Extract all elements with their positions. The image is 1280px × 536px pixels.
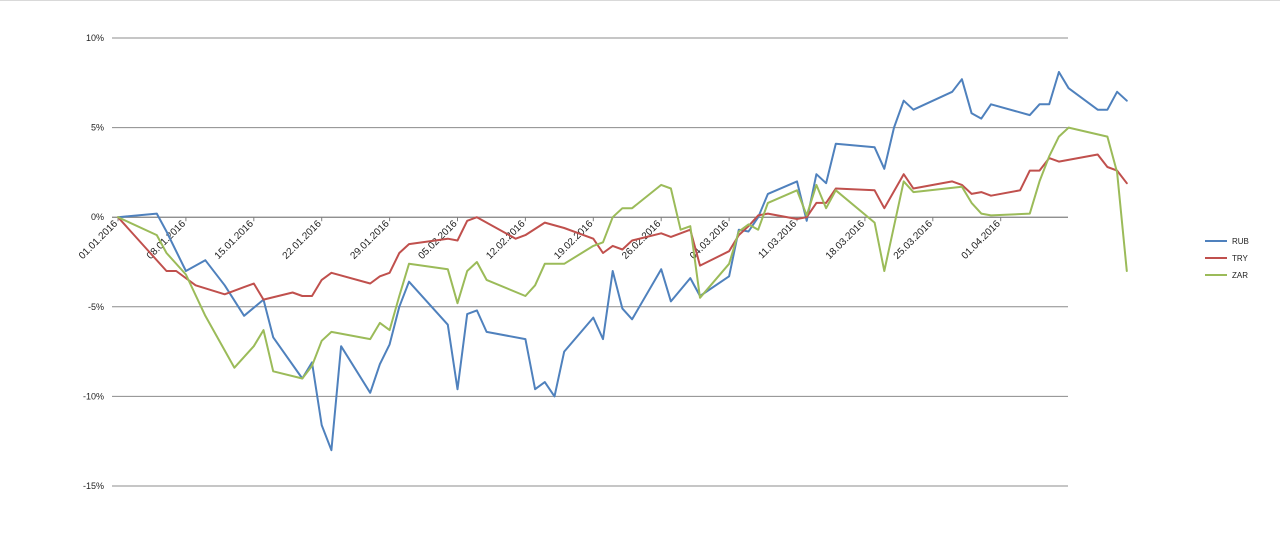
series-lines: [117, 71, 1128, 452]
y-tick-label: -5%: [88, 302, 104, 312]
legend-label-try: TRY: [1232, 254, 1249, 263]
x-tick-label: 19.02.2016: [552, 218, 595, 261]
y-axis-tick-labels: 10% 5% 0% -5% -10% -15%: [83, 33, 104, 491]
y-tick-label: -15%: [83, 481, 104, 491]
series-line-zar: [117, 126, 1128, 380]
x-tick-label: 22.01.2016: [281, 218, 324, 261]
x-tick-label: 26.02.2016: [620, 218, 663, 261]
x-tick-label: 25.03.2016: [892, 218, 935, 261]
x-tick-label: 01.04.2016: [960, 218, 1003, 261]
series-line-rub: [117, 71, 1128, 452]
x-tick-label: 11.03.2016: [756, 218, 799, 261]
legend-label-rub: RUB: [1232, 237, 1249, 246]
y-tick-label: 5%: [91, 123, 104, 133]
y-tick-label: 10%: [86, 33, 104, 43]
x-axis: [112, 216, 1068, 222]
x-tick-label: 29.01.2016: [349, 218, 392, 261]
x-tick-label: 18.03.2016: [824, 218, 867, 261]
legend-label-zar: ZAR: [1232, 271, 1248, 280]
x-tick-label: 15.01.2016: [213, 218, 256, 261]
top-border: [0, 0, 1280, 1]
y-tick-label: -10%: [83, 391, 104, 401]
y-tick-label: 0%: [91, 212, 104, 222]
legend: RUB TRY ZAR: [1205, 237, 1249, 280]
series-line-try: [117, 153, 1128, 301]
x-tick-label: 01.01.2016: [77, 218, 120, 261]
